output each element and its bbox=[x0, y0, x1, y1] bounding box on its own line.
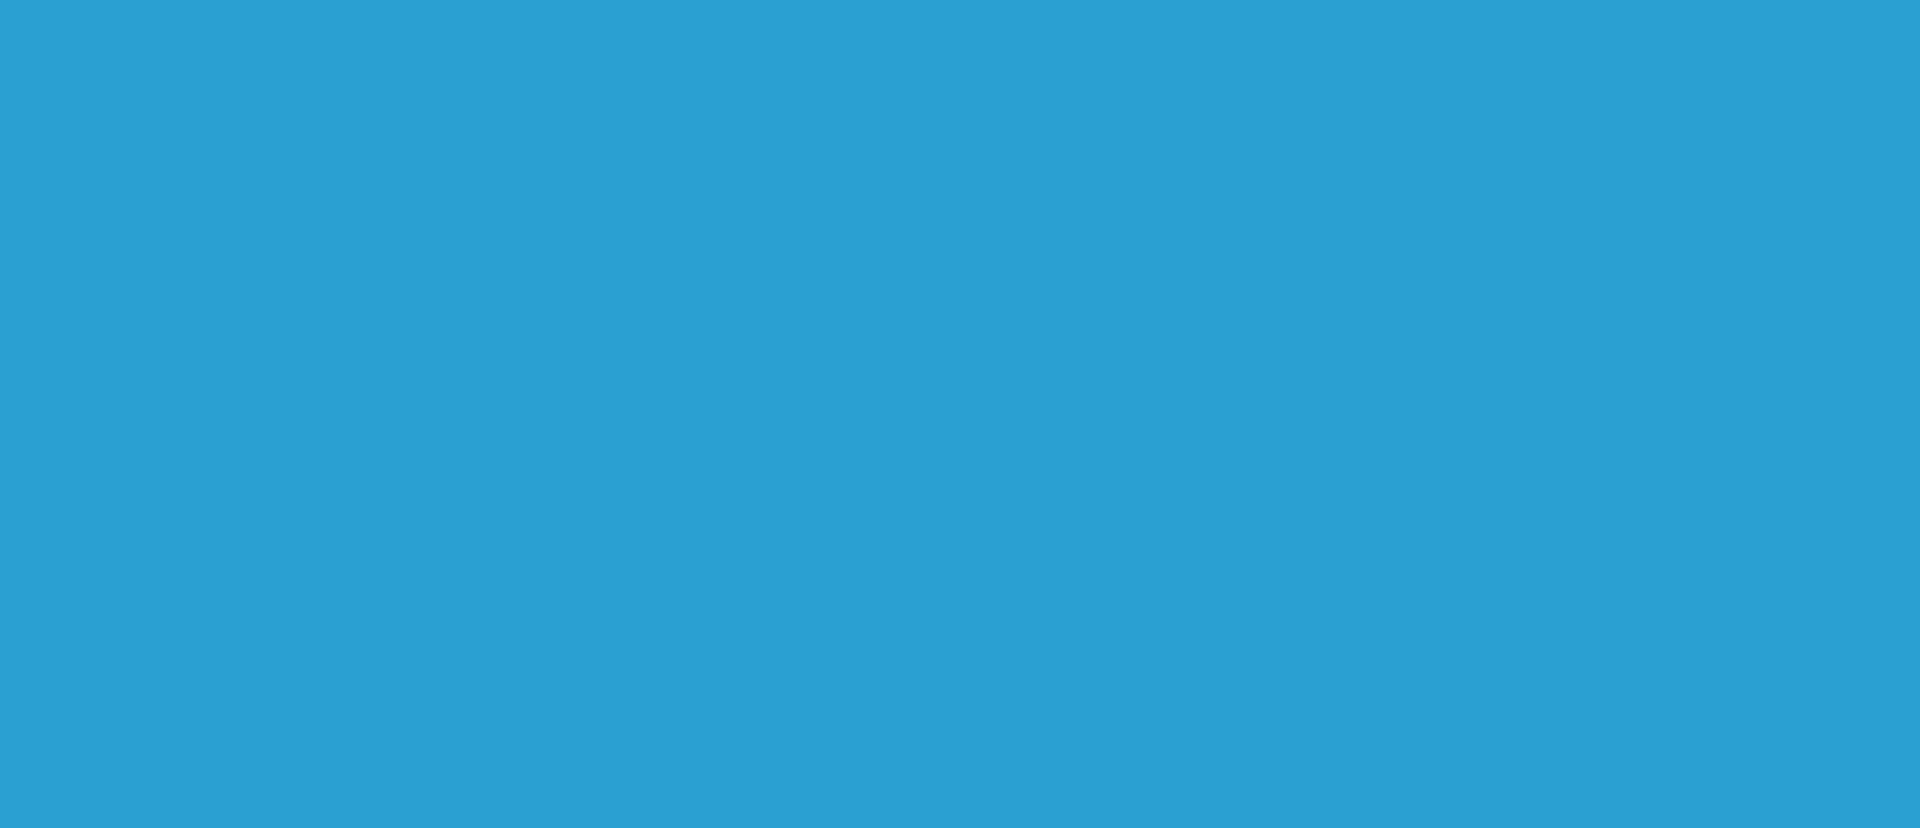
header bbox=[0, 62, 1920, 84]
